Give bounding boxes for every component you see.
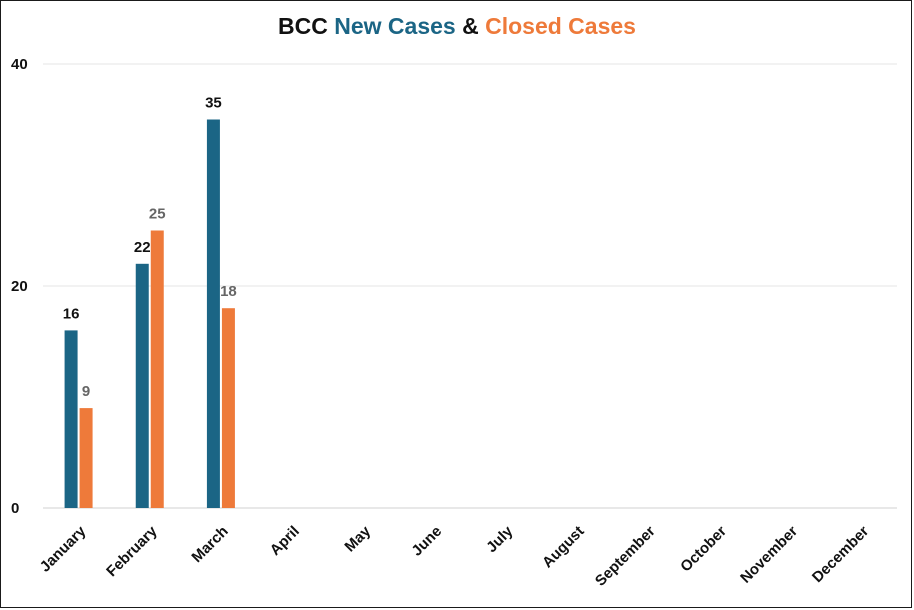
title-part-new-cases: New Cases (334, 13, 456, 39)
bar-new-cases (206, 119, 220, 508)
title-part-bcc: BCC (278, 13, 335, 39)
x-tick-label: September (592, 523, 659, 590)
data-label: 16 (63, 305, 80, 322)
x-tick-label: March (188, 523, 231, 566)
bar-closed-cases (221, 308, 235, 508)
x-tick-label: April (267, 523, 303, 559)
bar-closed-cases (150, 230, 164, 508)
y-tick-label: 20 (11, 278, 28, 295)
chart-title: BCC New Cases & Closed Cases (1, 13, 913, 40)
data-label: 18 (220, 283, 237, 300)
data-label: 9 (82, 383, 90, 400)
x-tick-label: June (408, 523, 445, 560)
data-label: 22 (134, 239, 151, 256)
data-label: 35 (205, 95, 222, 112)
y-tick-label: 40 (11, 56, 28, 73)
title-part-ampersand: & (455, 13, 486, 39)
x-tick-label: February (103, 522, 161, 580)
x-tick-label: November (737, 523, 801, 587)
bar-new-cases (64, 330, 78, 508)
bar-closed-cases (79, 408, 93, 508)
x-tick-label: January (37, 522, 90, 575)
bar-new-cases (135, 263, 149, 508)
x-tick-label: October (677, 523, 730, 576)
title-part-closed-cases: Closed Cases (485, 13, 636, 39)
x-tick-label: May (341, 522, 374, 555)
data-label: 25 (149, 206, 166, 223)
x-tick-label: July (483, 522, 517, 556)
x-tick-label: December (809, 523, 872, 586)
x-tick-label: August (539, 523, 588, 572)
y-tick-label: 0 (11, 500, 19, 517)
